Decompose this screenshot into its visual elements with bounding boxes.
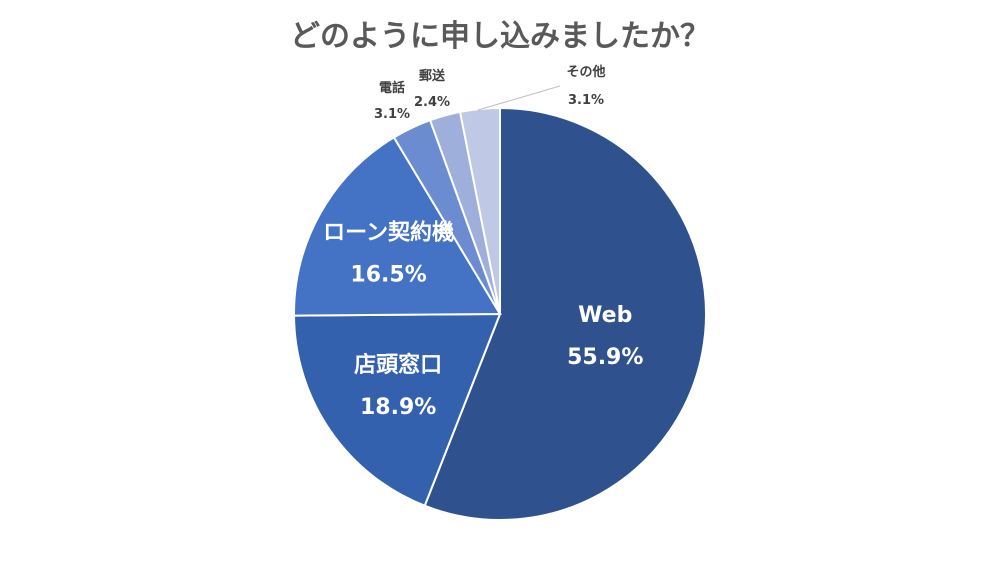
- pie-slices: [292, 106, 707, 521]
- slice-1-1: [292, 312, 502, 508]
- slice-value-label: 16.5%: [350, 263, 426, 288]
- slice-value-label: 55.9%: [567, 345, 643, 370]
- chart-title: どのように申し込みましたか？: [290, 19, 710, 54]
- slice-label: 郵送: [419, 68, 446, 84]
- slice-labels: Web 55.9% 店頭窓口 18.9% ローン契約機 16.5% 電話 3.1% 郵送 2.4%…: [323, 64, 643, 420]
- slice-label: その他: [566, 64, 605, 80]
- slice-label: 電話: [379, 80, 405, 96]
- slice-label: ローン契約機: [323, 220, 454, 246]
- slice-value-label: 3.1%: [568, 93, 604, 108]
- slice-2-2: [293, 136, 502, 317]
- slice-0-web: [423, 106, 707, 521]
- slice-label: Web: [578, 303, 632, 328]
- slice-label: 店頭窓口: [354, 352, 442, 378]
- slice-value-label: 3.1%: [374, 107, 410, 122]
- leader-lines: [477, 85, 561, 111]
- slice-value-label: 18.9%: [360, 395, 436, 420]
- slice-value-label: 2.4%: [414, 95, 450, 110]
- leader-line: [477, 85, 561, 111]
